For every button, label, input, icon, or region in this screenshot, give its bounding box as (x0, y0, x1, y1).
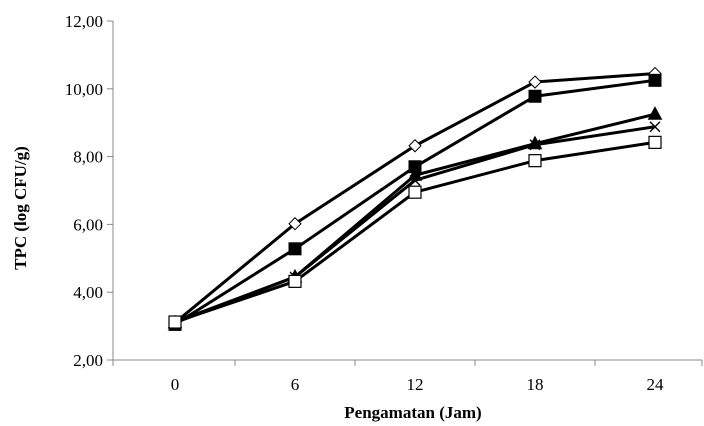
y-tick-label: 10,00 (65, 80, 103, 99)
data-point-x-mark (649, 121, 661, 133)
x-tick-label: 0 (171, 375, 180, 394)
data-point-open-diamond (288, 217, 302, 231)
data-point-filled-square (648, 73, 662, 87)
data-point-open-square (528, 154, 542, 168)
series-2 (168, 73, 662, 331)
data-point-filled-square (528, 89, 542, 103)
data-point-open-diamond (528, 75, 542, 89)
y-tick-label: 4,00 (73, 283, 103, 302)
x-tick-label: 6 (291, 375, 300, 394)
x-tick-label: 18 (527, 375, 544, 394)
x-tick-label: 24 (647, 375, 665, 394)
series-layer (167, 66, 663, 331)
y-tick-label: 2,00 (73, 351, 103, 370)
y-tick-label: 6,00 (73, 215, 103, 234)
data-point-filled-square (288, 242, 302, 256)
data-point-open-square (408, 185, 422, 199)
data-point-open-square (168, 315, 182, 329)
data-point-open-diamond (408, 139, 422, 153)
data-point-x-mark (529, 139, 541, 151)
data-point-x-mark (409, 174, 421, 186)
axis-labels: TPC (log CFU/g) Pengamatan (Jam) (11, 146, 482, 422)
series-line (174, 78, 656, 326)
data-point-open-square (648, 135, 662, 149)
data-point-open-square (288, 274, 302, 288)
data-point-filled-triangle (647, 106, 663, 120)
series-line (174, 125, 656, 324)
axes: 2,00 4,00 6,00 8,00 10,00 12,00 0 6 12 18 24 (65, 12, 703, 394)
y-tick-label: 12,00 (65, 12, 103, 31)
x-axis-title: Pengamatan (Jam) (344, 403, 481, 422)
y-axis-title: TPC (log CFU/g) (11, 146, 30, 270)
y-tick-label: 8,00 (73, 148, 103, 167)
series-5 (168, 135, 662, 329)
series-1 (168, 66, 662, 330)
x-tick-label: 12 (407, 375, 424, 394)
